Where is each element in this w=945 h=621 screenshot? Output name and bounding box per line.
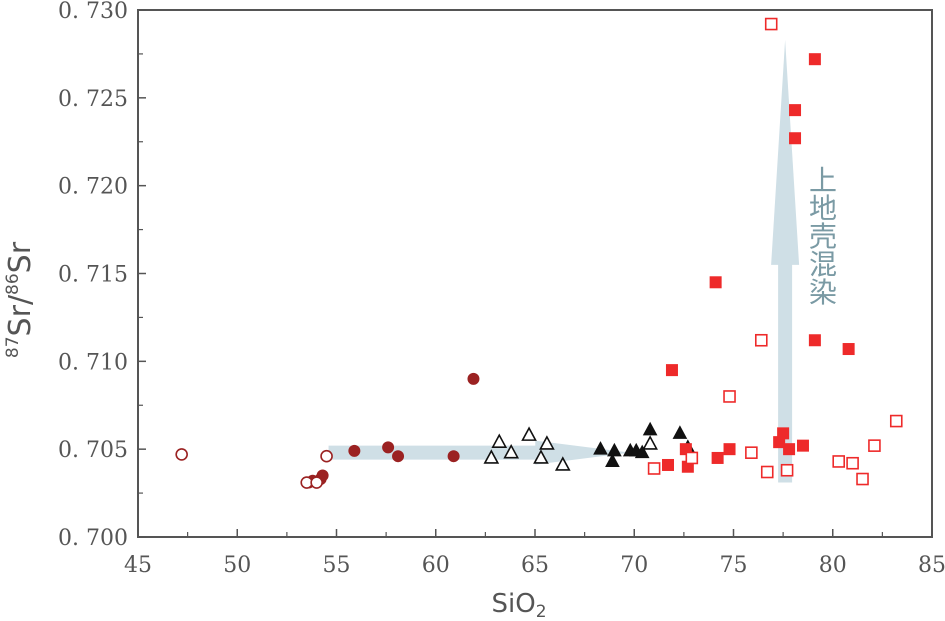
x-tick-label: 80 bbox=[819, 553, 847, 578]
circle-point bbox=[175, 448, 188, 461]
square-point bbox=[780, 463, 794, 477]
triangle-point bbox=[593, 441, 608, 455]
x-tick-label: 55 bbox=[323, 553, 351, 578]
triangle-point bbox=[521, 426, 537, 441]
circle-point bbox=[310, 476, 323, 489]
triangle-point bbox=[634, 444, 650, 459]
square-point bbox=[796, 439, 809, 452]
crustal-contamination-arrow bbox=[771, 39, 800, 483]
tick-labels: 45 50 55 60 65 70 75 80 85 0. 700 0. 705 0. 710 0. 7… bbox=[58, 0, 945, 578]
annotation-char: 上 bbox=[809, 164, 837, 197]
x-tick-label: 85 bbox=[918, 553, 945, 578]
square-point bbox=[709, 276, 722, 289]
annotation-char: 壳 bbox=[809, 220, 837, 253]
square-point bbox=[842, 343, 855, 356]
data-points-layer bbox=[175, 17, 903, 489]
triangle-point bbox=[539, 435, 555, 450]
y-tick-label: 0. 710 bbox=[58, 350, 128, 375]
square-point bbox=[665, 364, 678, 377]
square-point bbox=[723, 443, 736, 456]
magma-evolution-arrow bbox=[328, 440, 631, 465]
square-point bbox=[754, 333, 768, 347]
y-tick-label: 0. 700 bbox=[58, 526, 128, 551]
triangle-point bbox=[503, 444, 520, 459]
y-axis-title: 87Sr/86Sr bbox=[3, 241, 38, 358]
y-tick-label: 0. 725 bbox=[58, 87, 128, 112]
square-point bbox=[760, 465, 774, 479]
square-point bbox=[764, 17, 778, 31]
arrows-layer bbox=[328, 39, 800, 483]
square-point bbox=[808, 53, 821, 66]
circle-point bbox=[467, 372, 480, 385]
circle-point bbox=[348, 444, 361, 457]
triangle-point bbox=[607, 442, 622, 457]
triangle-point bbox=[554, 456, 571, 471]
square-point bbox=[846, 456, 859, 470]
triangle-point bbox=[605, 453, 620, 467]
x-tick-label: 60 bbox=[422, 553, 450, 578]
x-tick-label: 70 bbox=[620, 553, 648, 578]
y-tick-label: 0. 720 bbox=[58, 175, 128, 200]
x-axis-title: SiO2 bbox=[491, 589, 546, 621]
triangle-point bbox=[491, 433, 508, 448]
axis-ticks bbox=[137, 9, 933, 538]
triangle-point bbox=[642, 421, 658, 436]
y-tick-label: 0. 730 bbox=[58, 0, 128, 24]
square-point bbox=[789, 132, 802, 145]
triangle-point bbox=[642, 435, 658, 450]
y-tick-label: 0. 705 bbox=[58, 438, 128, 463]
circle-point bbox=[320, 449, 333, 463]
square-point bbox=[647, 462, 661, 475]
triangle-point bbox=[483, 449, 500, 464]
x-tick-label: 65 bbox=[521, 553, 549, 578]
triangle-point bbox=[672, 425, 688, 439]
square-point bbox=[868, 439, 881, 452]
square-point bbox=[832, 455, 846, 468]
square-point bbox=[889, 414, 903, 428]
x-tick-label: 50 bbox=[223, 553, 251, 578]
square-point bbox=[808, 334, 821, 347]
circle-point bbox=[447, 450, 460, 463]
square-point bbox=[783, 443, 796, 456]
square-point bbox=[685, 451, 699, 465]
square-point bbox=[711, 451, 724, 464]
square-point bbox=[723, 390, 736, 403]
triangle-point bbox=[533, 449, 549, 464]
annotation-char: 染 bbox=[809, 276, 837, 309]
square-point bbox=[661, 458, 674, 471]
square-point bbox=[745, 446, 758, 459]
square-point bbox=[789, 104, 802, 117]
annotation-char: 混 bbox=[809, 248, 837, 281]
square-point bbox=[856, 472, 869, 486]
x-tick-label: 75 bbox=[720, 553, 748, 578]
annotation-char: 地 bbox=[809, 192, 837, 225]
square-point bbox=[777, 427, 790, 440]
y-tick-label: 0. 715 bbox=[58, 263, 128, 288]
x-tick-label: 45 bbox=[124, 553, 152, 578]
circle-point bbox=[382, 441, 395, 454]
circle-point bbox=[392, 450, 405, 463]
